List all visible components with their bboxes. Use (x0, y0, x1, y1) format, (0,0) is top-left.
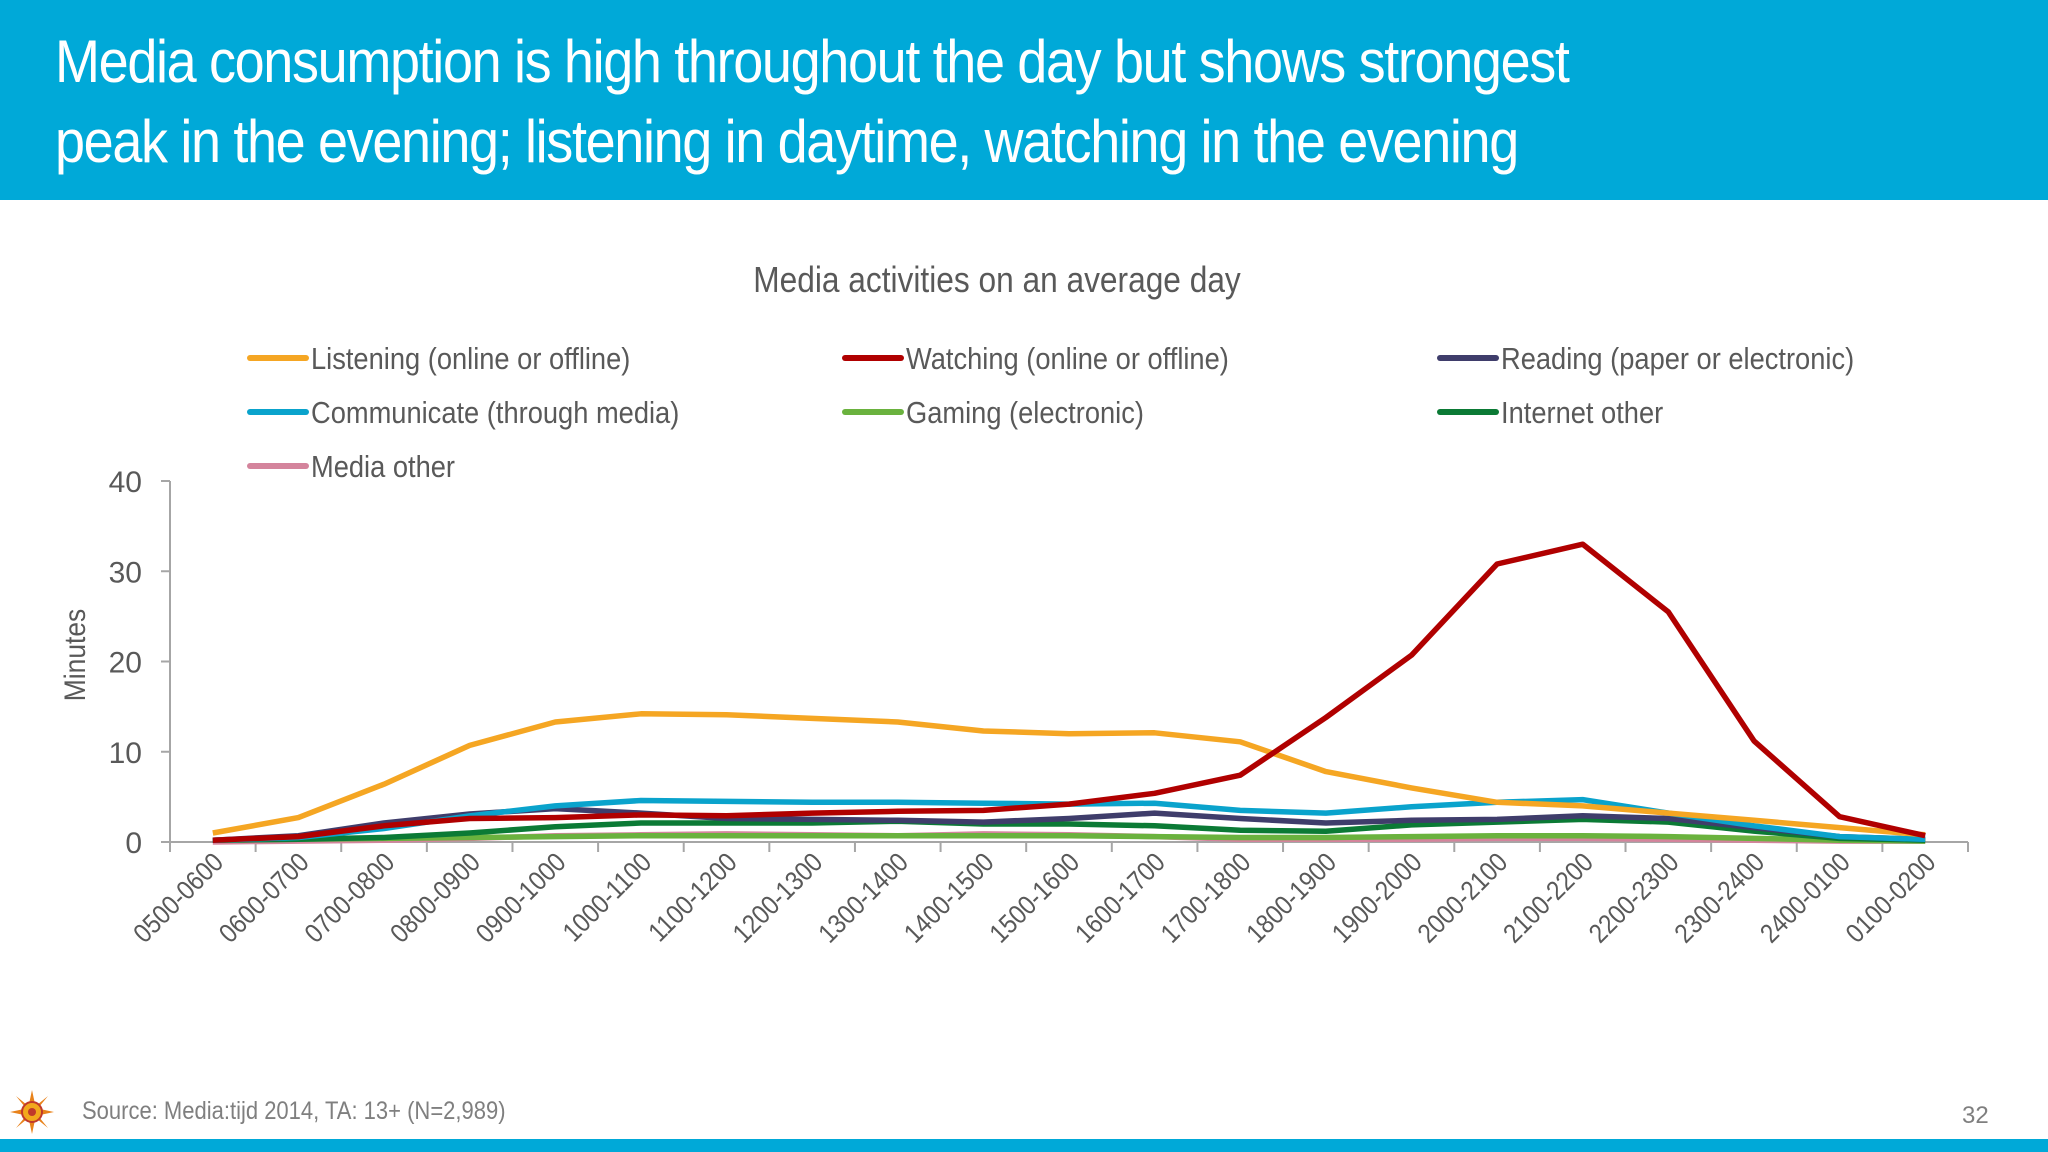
x-tick-label: 2000-2100 (1412, 847, 1513, 948)
legend-item: Gaming (electronic) (842, 396, 1144, 430)
series-lines (212, 541, 1926, 845)
x-tick-label: 0100-0200 (1840, 847, 1941, 948)
sun-logo (10, 1090, 54, 1139)
title-banner: Media consumption is high throughout the… (0, 0, 2048, 200)
legend-label: Media other (311, 450, 455, 484)
legend-item: Internet other (1437, 396, 1663, 430)
x-tick-label: 1100-1200 (643, 847, 743, 947)
y-tick-label: 30 (109, 556, 142, 589)
x-tick-label: 1500-1600 (984, 847, 1085, 948)
x-tick-label: 1700-1800 (1155, 847, 1256, 948)
x-tick-label: 0900-1000 (470, 847, 571, 948)
axes: 0 10 20 30 40 0500-06000600-07000700-08000800… (109, 466, 1969, 949)
series-line-5 (212, 816, 1926, 843)
page-number: 32 (1962, 1102, 1989, 1129)
y-tick-label: 0 (125, 827, 142, 860)
x-tick-label: 0500-0600 (128, 847, 229, 948)
x-tick-label: 0700-0800 (299, 847, 400, 948)
legend-item: Listening (online or offline) (247, 342, 630, 376)
y-tick-label: 40 (109, 466, 142, 499)
x-tick-label: 1900-2000 (1327, 847, 1428, 948)
x-tick-label: 2400-0100 (1755, 847, 1856, 948)
x-tick-label: 2100-2200 (1498, 847, 1599, 948)
x-tick-label: 1200-1300 (727, 847, 828, 948)
x-tick-label: 0800-0900 (385, 847, 486, 948)
slide-title-line-1: Media consumption is high throughout the… (55, 28, 1570, 95)
legend-label: Listening (online or offline) (311, 342, 630, 376)
legend-label: Internet other (1501, 396, 1663, 430)
x-tick-label: 2200-2300 (1583, 847, 1684, 948)
legend-item: Communicate (through media) (247, 396, 679, 430)
series-line-0 (212, 711, 1926, 838)
slide-title: Media consumption is high throughout the… (55, 22, 1765, 182)
y-tick-label: 10 (109, 737, 142, 770)
source-note: Source: Media:tijd 2014, TA: 13+ (N=2,98… (82, 1097, 506, 1125)
legend-item: Watching (online or offline) (842, 342, 1229, 376)
legend-label: Watching (online or offline) (906, 342, 1229, 376)
x-tick-label: 1000-1100 (557, 847, 657, 947)
y-axis-label: Minutes (57, 609, 91, 701)
legend-label: Reading (paper or electronic) (1501, 342, 1854, 376)
y-tick-label: 20 (109, 647, 142, 680)
legend-label: Gaming (electronic) (906, 396, 1144, 430)
series-line-1 (212, 541, 1926, 843)
x-tick-label: 1400-1500 (899, 847, 1000, 948)
legend-item: Reading (paper or electronic) (1437, 342, 1854, 376)
x-tick-label: 1300-1400 (813, 847, 914, 948)
legend-label: Communicate (through media) (311, 396, 679, 430)
x-tick-label: 2300-2400 (1669, 847, 1770, 948)
chart-title: Media activities on an average day (753, 260, 1241, 300)
slide-title-line-2: peak in the evening; listening in daytim… (55, 108, 1519, 175)
x-tick-label: 1800-1900 (1241, 847, 1342, 948)
legend: Listening (online or offline) Watching (o… (247, 342, 1854, 484)
x-tick-label: 1600-1700 (1070, 847, 1171, 948)
series-line-4 (212, 832, 1926, 844)
x-tick-label: 0600-0700 (214, 847, 315, 948)
footer-bar (0, 1139, 2048, 1152)
legend-item: Media other (247, 450, 455, 484)
